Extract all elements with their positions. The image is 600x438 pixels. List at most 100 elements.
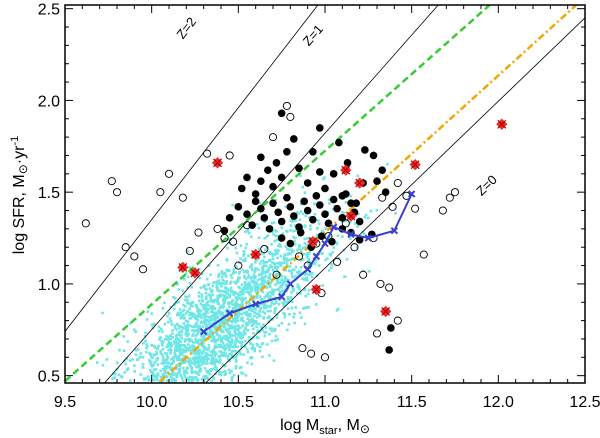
cyan-point [234, 367, 238, 370]
cyan-point [217, 275, 220, 278]
cyan-point [293, 240, 296, 243]
cyan-point [263, 255, 266, 259]
cyan-point [246, 229, 250, 233]
filled-circle-point [361, 146, 369, 154]
cyan-point [234, 306, 237, 310]
cyan-point [210, 353, 213, 357]
cyan-point [286, 253, 289, 256]
cyan-point [177, 349, 180, 353]
cyan-point [263, 296, 267, 299]
cyan-point [202, 284, 206, 288]
cyan-point [168, 341, 171, 344]
cyan-point [159, 336, 162, 339]
cyan-point [262, 264, 265, 268]
cyan-point [213, 362, 216, 366]
cyan-point [277, 244, 280, 248]
cyan-point [282, 261, 286, 265]
cyan-point [240, 288, 244, 292]
cyan-point [147, 379, 151, 382]
cyan-point [191, 333, 195, 336]
cyan-point [218, 306, 221, 310]
cyan-point [232, 317, 235, 321]
cyan-point [258, 295, 262, 298]
cyan-point [193, 329, 197, 332]
cyan-point [240, 365, 243, 369]
fit-line-dash-dot-orange [159, 5, 578, 383]
cyan-point [175, 333, 178, 337]
blue-cross-point [303, 265, 312, 273]
cyan-point [223, 319, 226, 323]
cyan-point [230, 301, 233, 305]
cyan-point [246, 282, 249, 286]
cyan-point [133, 370, 136, 373]
cyan-point [250, 267, 254, 270]
cyan-point [268, 272, 272, 276]
cyan-point [177, 313, 181, 317]
cyan-point [235, 251, 239, 255]
redshift-label-2: Z=0 [473, 172, 500, 199]
blue-cross-point [225, 309, 234, 317]
cyan-point [179, 345, 182, 348]
cyan-point [299, 174, 302, 177]
cyan-point [232, 293, 235, 297]
cyan-point [185, 312, 188, 315]
cyan-point [290, 306, 294, 310]
cyan-point [343, 275, 347, 278]
cyan-point [176, 283, 179, 286]
cyan-point [155, 358, 159, 362]
cyan-point [161, 373, 165, 376]
open-circle-point [393, 316, 402, 325]
cyan-point [224, 352, 227, 355]
cyan-point [141, 363, 145, 366]
cyan-point [188, 358, 192, 361]
cyan-point [166, 370, 169, 374]
cyan-point [249, 265, 252, 269]
redshift-line-2 [204, 17, 585, 383]
cyan-point [266, 270, 269, 274]
filled-circle-point [257, 177, 265, 185]
cyan-point [205, 277, 209, 281]
cyan-point [188, 302, 191, 305]
cyan-point [212, 281, 215, 284]
cyan-point [321, 252, 324, 255]
cyan-point [285, 257, 289, 260]
cyan-point [180, 315, 184, 318]
cyan-point [253, 347, 256, 350]
cyan-point [275, 234, 279, 238]
cyan-point [218, 334, 221, 338]
cyan-point [246, 328, 249, 332]
open-circle-point [286, 112, 295, 121]
cyan-point [181, 360, 184, 364]
filled-circle-point [352, 199, 361, 207]
cyan-point [163, 371, 167, 375]
cyan-point [237, 324, 240, 328]
cyan-point [198, 349, 201, 352]
cyan-point [256, 316, 259, 319]
filled-circle-point [329, 170, 338, 178]
cyan-point [203, 307, 206, 310]
cyan-point [214, 351, 217, 354]
cyan-point [189, 304, 193, 308]
cyan-point [186, 377, 190, 381]
cyan-point [211, 304, 214, 308]
cyan-point [212, 361, 215, 364]
cyan-point [148, 351, 151, 355]
cyan-point [261, 355, 264, 359]
cyan-point [256, 293, 259, 297]
cyan-point [265, 264, 268, 268]
cyan-point [172, 373, 176, 377]
cyan-point [255, 322, 259, 325]
filled-circle-point [272, 159, 281, 167]
cyan-point [222, 341, 225, 345]
cyan-point [276, 282, 280, 285]
cyan-point [232, 345, 235, 349]
cyan-point [276, 256, 279, 260]
cyan-point [200, 355, 203, 359]
cyan-point [246, 317, 249, 320]
cyan-point [162, 361, 165, 364]
cyan-point [221, 278, 224, 282]
cyan-point [227, 309, 230, 312]
cyan-point [171, 332, 174, 335]
cyan-point [196, 333, 199, 336]
cyan-point [303, 278, 306, 282]
